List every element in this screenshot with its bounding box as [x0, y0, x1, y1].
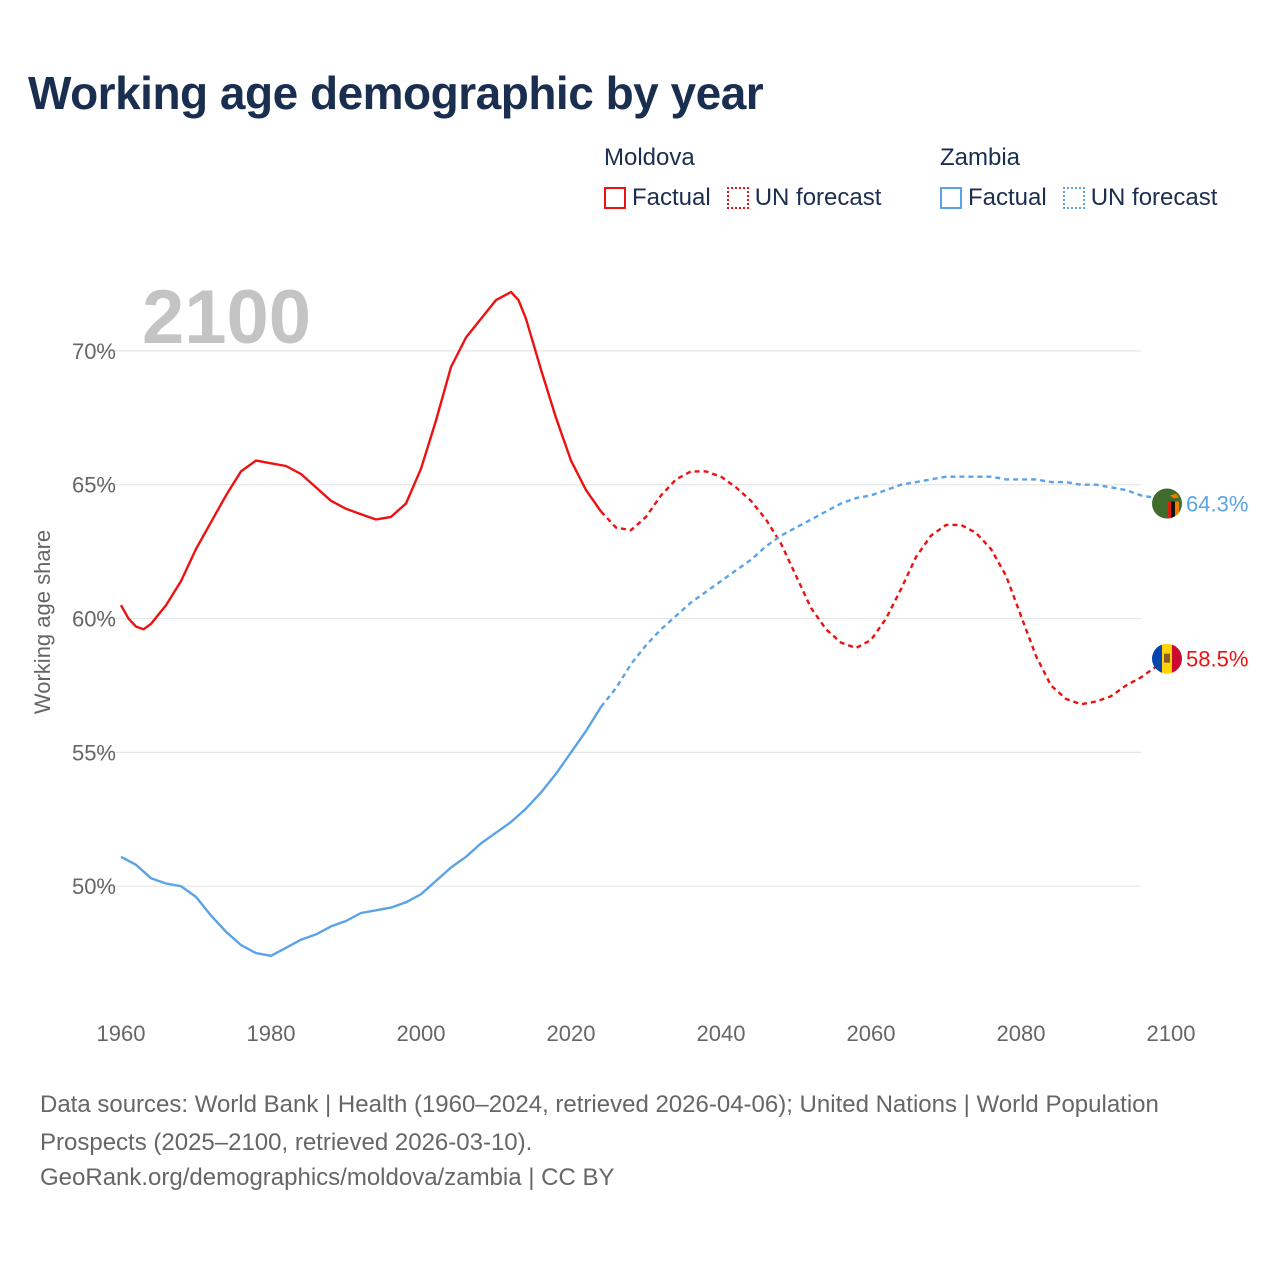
legend-item-label: Factual — [632, 184, 711, 211]
data-sources: Data sources: World Bank | Health (1960–… — [40, 1091, 1159, 1156]
chart-title: Working age demographic by year — [28, 67, 764, 119]
forecast-swatch-icon — [726, 187, 749, 209]
zambia-flag-icon — [1152, 488, 1182, 519]
legend-zambia: Zambia Factual UN forecast — [940, 144, 1233, 212]
forecast-swatch-icon — [1062, 187, 1085, 209]
moldova-flag-icon — [1152, 643, 1182, 674]
x-tick-label: 2080 — [997, 1021, 1046, 1046]
legend-group-label: Zambia — [940, 144, 1021, 171]
zambia-end-label: 64.3% — [1186, 491, 1248, 516]
y-tick-label: 50% — [72, 874, 116, 899]
line-chart: 2100 50% 55% 60% 65% 70% 1960 1980 2000 2020 2040 2… — [30, 275, 1248, 1046]
legend-item-label: UN forecast — [1090, 184, 1218, 211]
zambia-forecast-line — [600, 475, 1172, 708]
moldova-end-label: 58.5% — [1186, 647, 1248, 672]
legend-moldova: Moldova Factual UN forecast — [604, 144, 897, 212]
legend-item-label: Factual — [968, 184, 1047, 211]
moldova-factual-line — [119, 290, 602, 631]
factual-swatch-icon — [604, 187, 626, 209]
year-watermark: 2100 — [142, 275, 311, 360]
x-tick-label: 2000 — [397, 1021, 446, 1046]
legend-moldova-forecast[interactable]: UN forecast — [726, 184, 882, 212]
x-tick-label: 2020 — [547, 1021, 596, 1046]
zambia-factual-line — [120, 706, 603, 957]
factual-swatch-icon — [940, 187, 962, 209]
y-axis-title: Working age share — [30, 530, 55, 714]
legend-group-label: Moldova — [604, 144, 695, 171]
legend-zambia-forecast[interactable]: UN forecast — [1062, 184, 1218, 212]
legend-item-label: UN forecast — [754, 184, 882, 211]
x-tick-label: 2060 — [847, 1021, 896, 1046]
y-tick-label: 60% — [72, 607, 116, 632]
x-tick-label: 1980 — [247, 1021, 296, 1046]
x-tick-label: 1960 — [97, 1021, 146, 1046]
legend-zambia-factual[interactable]: Factual — [940, 184, 1047, 212]
y-tick-label: 70% — [72, 339, 116, 364]
legend-moldova-factual[interactable]: Factual — [604, 184, 711, 212]
y-tick-label: 65% — [72, 473, 116, 498]
x-tick-label: 2100 — [1147, 1021, 1196, 1046]
y-tick-label: 55% — [72, 740, 116, 765]
attribution: GeoRank.org/demographics/moldova/zambia … — [40, 1164, 615, 1191]
x-tick-label: 2040 — [697, 1021, 746, 1046]
moldova-forecast-line — [600, 470, 1172, 706]
